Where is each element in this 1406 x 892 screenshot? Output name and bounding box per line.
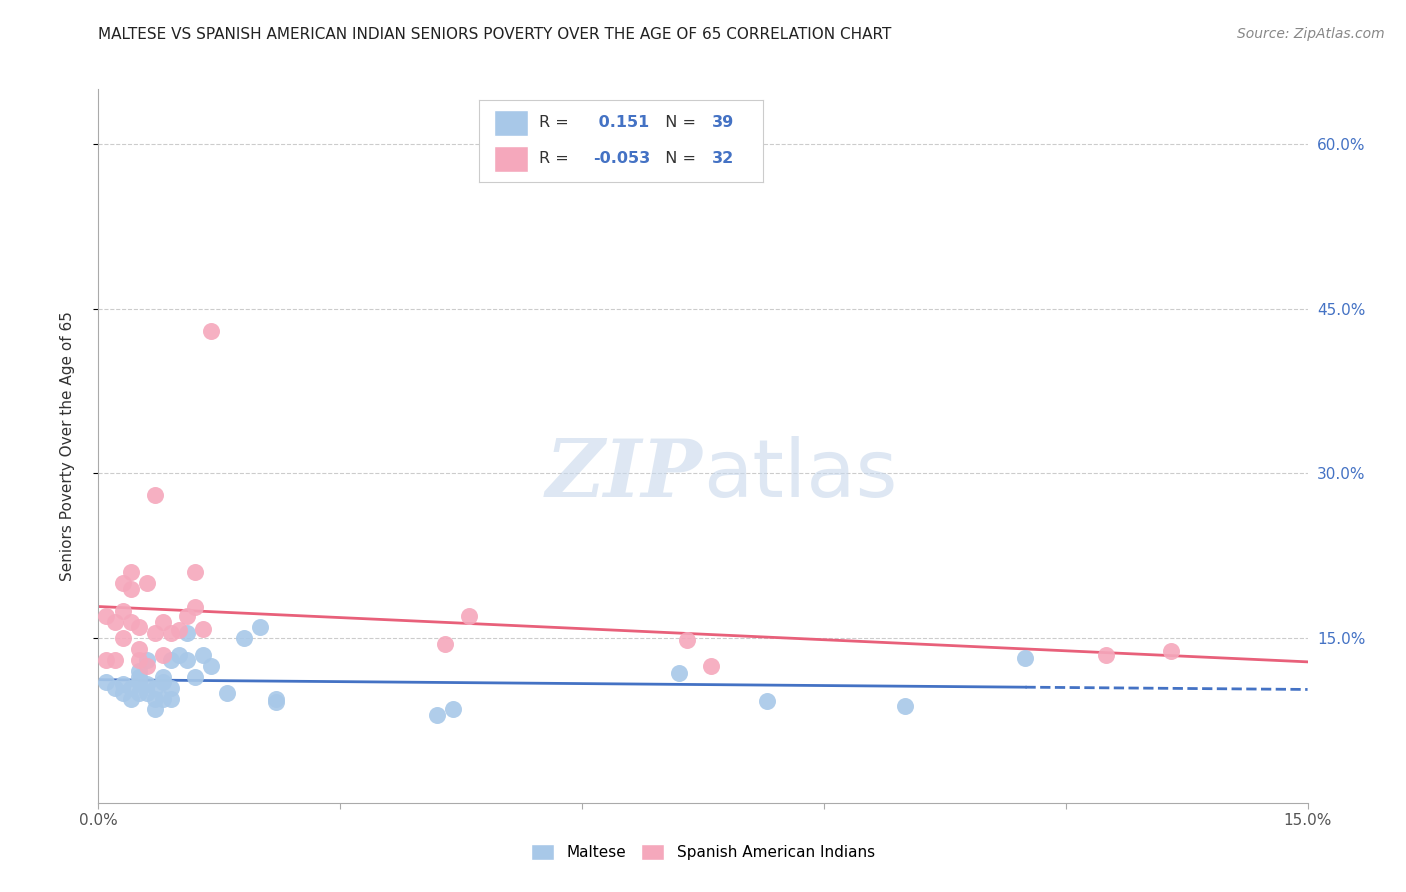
Point: [167, 648, 190, 662]
Point: [152, 691, 174, 706]
Point: [128, 669, 150, 683]
Point: [176, 653, 198, 667]
Point: [1095, 648, 1118, 662]
Point: [441, 702, 464, 716]
Point: [120, 582, 142, 596]
Point: [128, 642, 150, 657]
Point: [676, 633, 699, 648]
Point: [700, 658, 723, 673]
Text: MALTESE VS SPANISH AMERICAN INDIAN SENIORS POVERTY OVER THE AGE OF 65 CORRELATIO: MALTESE VS SPANISH AMERICAN INDIAN SENIO…: [98, 27, 891, 42]
Point: [756, 694, 779, 708]
Point: [143, 691, 166, 706]
Point: [160, 625, 183, 640]
Point: [96, 675, 118, 690]
Point: [135, 677, 157, 691]
Point: [111, 604, 134, 618]
Point: [193, 623, 215, 637]
Point: [111, 631, 134, 645]
Point: [103, 681, 125, 695]
Text: atlas: atlas: [703, 435, 897, 514]
Point: [893, 699, 915, 714]
Y-axis label: Seniors Poverty Over the Age of 65: Seniors Poverty Over the Age of 65: [60, 311, 75, 581]
Point: [232, 631, 254, 645]
Point: [167, 624, 190, 638]
Point: [668, 666, 690, 681]
Point: [96, 609, 118, 624]
Point: [128, 653, 150, 667]
Point: [96, 653, 118, 667]
Point: [135, 686, 157, 700]
Point: [160, 681, 183, 695]
Point: [458, 609, 481, 624]
Point: [135, 653, 157, 667]
Text: ZIP: ZIP: [546, 436, 703, 513]
Point: [103, 615, 125, 629]
Point: [160, 691, 183, 706]
Point: [184, 669, 207, 683]
Point: [152, 648, 174, 662]
Point: [200, 658, 222, 673]
Point: [160, 653, 183, 667]
Point: [143, 681, 166, 695]
Point: [217, 686, 239, 700]
Point: [128, 675, 150, 690]
Text: Source: ZipAtlas.com: Source: ZipAtlas.com: [1237, 27, 1385, 41]
Point: [152, 675, 174, 690]
Point: [120, 615, 142, 629]
Point: [176, 625, 198, 640]
Point: [176, 609, 198, 624]
Point: [128, 664, 150, 678]
Point: [120, 681, 142, 695]
Point: [184, 566, 207, 580]
Point: [152, 669, 174, 683]
Legend: Maltese, Spanish American Indians: Maltese, Spanish American Indians: [526, 838, 880, 866]
Point: [264, 695, 287, 709]
Point: [120, 566, 142, 580]
Point: [193, 648, 215, 662]
Point: [143, 625, 166, 640]
Point: [249, 620, 271, 634]
Point: [135, 576, 157, 591]
Point: [152, 615, 174, 629]
Point: [434, 637, 457, 651]
Point: [1014, 651, 1036, 665]
Point: [111, 576, 134, 591]
Point: [120, 691, 142, 706]
Point: [200, 324, 222, 338]
Point: [1160, 644, 1182, 658]
Point: [128, 686, 150, 700]
Point: [426, 708, 449, 723]
Point: [135, 658, 157, 673]
Point: [143, 488, 166, 502]
Point: [111, 677, 134, 691]
Point: [184, 600, 207, 615]
Point: [111, 686, 134, 700]
Point: [143, 702, 166, 716]
Point: [128, 620, 150, 634]
Point: [264, 691, 287, 706]
Point: [103, 653, 125, 667]
